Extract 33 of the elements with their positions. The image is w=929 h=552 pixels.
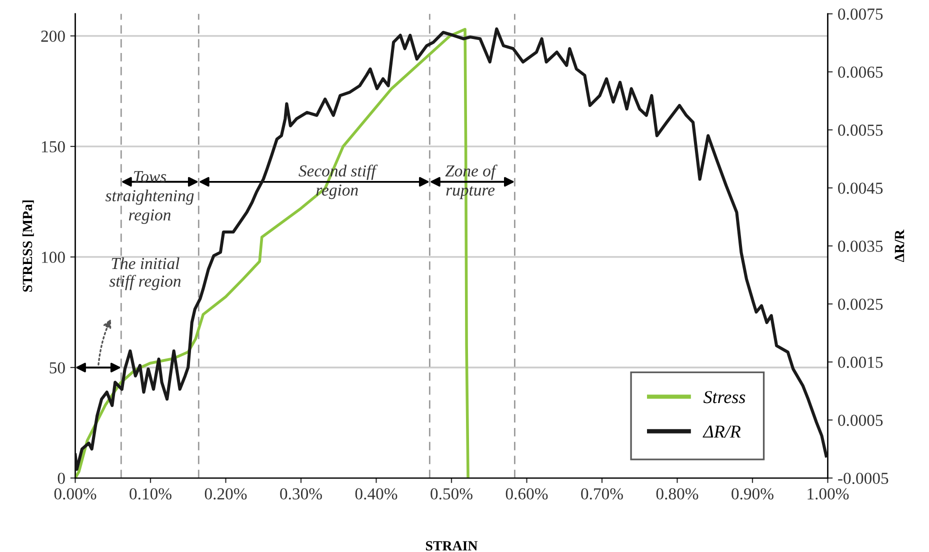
y-tick-label: 50 <box>50 362 65 374</box>
x-tick-label: 0.80% <box>656 488 698 500</box>
y2-tick-label: 0.0055 <box>838 124 883 136</box>
y2-axis-title: ΔR/R <box>894 229 904 262</box>
y2-tick-label: 0.0005 <box>838 414 883 426</box>
legend-label: Stress <box>703 391 746 404</box>
x-tick-label: 0.50% <box>430 488 472 500</box>
y2-tick-label: 0.0035 <box>838 240 883 252</box>
x-tick-label: 1.00% <box>808 488 849 500</box>
legend-label: ΔR/R <box>702 426 741 438</box>
x-tick-label: 0.00% <box>54 488 96 500</box>
annotation: Tows straightening region <box>106 171 194 224</box>
x-tick-label: 0.20% <box>204 488 247 500</box>
annotation: The initial stiff region <box>109 257 181 290</box>
x-tick-label: 0.30% <box>280 488 322 500</box>
x-axis-title: STRAIN <box>426 541 478 550</box>
x-tick-label: 0.70% <box>581 488 623 500</box>
y-tick-label: 100 <box>42 252 65 263</box>
y-axis-title: STRESS [MPa] <box>22 200 34 292</box>
y2-tick-label: 0.0045 <box>838 182 883 194</box>
line-series <box>75 27 828 471</box>
x-tick-label: 0.40% <box>355 488 398 500</box>
y-tick-label: 150 <box>42 141 65 152</box>
y2-tick-label: 0.0065 <box>838 66 883 78</box>
x-tick-label: 0.60% <box>506 488 548 500</box>
y-tick-label: 0 <box>58 472 65 484</box>
x-tick-label: 0.90% <box>732 488 774 500</box>
y2-tick-label: 0.0015 <box>838 356 883 368</box>
y-tick-label: 200 <box>41 30 65 42</box>
y2-tick-label: 0.0075 <box>838 8 883 20</box>
x-tick-label: 0.10% <box>130 488 172 500</box>
y2-tick-label: 0.0025 <box>838 298 883 310</box>
y2-tick-label: -0.0005 <box>838 472 888 484</box>
